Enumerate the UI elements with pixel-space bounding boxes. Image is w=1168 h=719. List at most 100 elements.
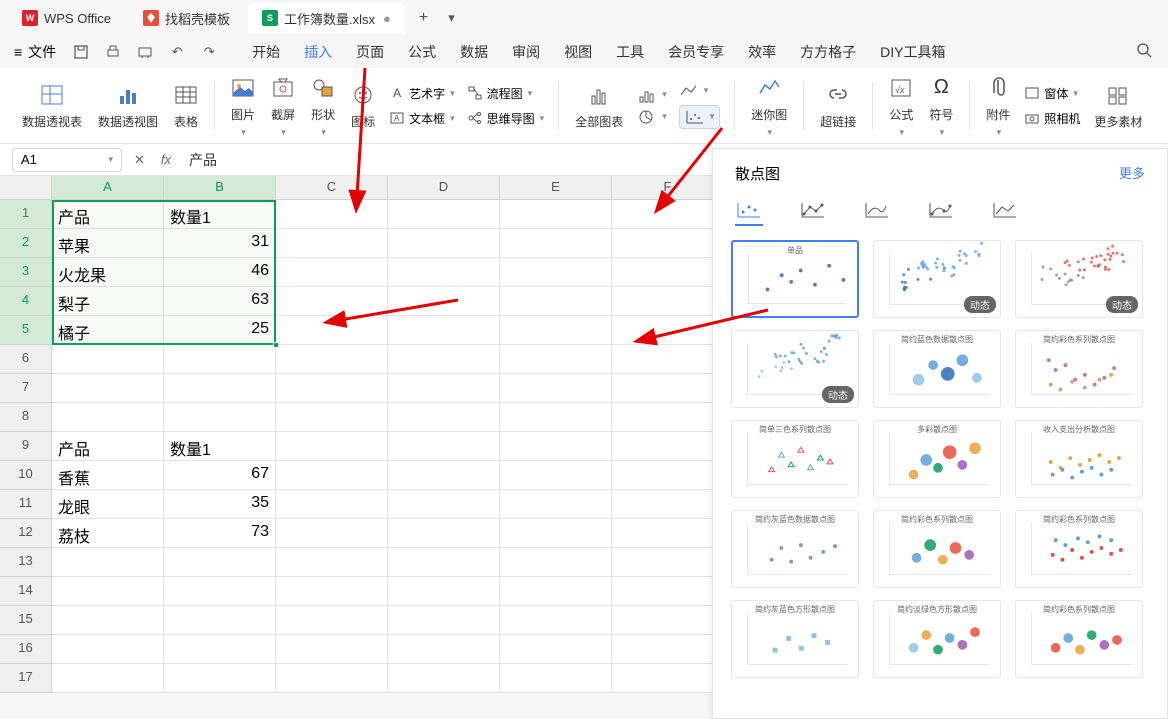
- rb-camera[interactable]: 照相机: [1024, 110, 1080, 127]
- row-header-14[interactable]: 14: [0, 577, 52, 606]
- fx-icon[interactable]: fx: [157, 152, 175, 167]
- menu-tab-0[interactable]: 开始: [252, 42, 280, 62]
- cell[interactable]: [276, 548, 388, 577]
- cell[interactable]: [500, 316, 612, 345]
- cell[interactable]: [612, 374, 724, 403]
- cell[interactable]: 龙眼: [52, 490, 164, 519]
- cell[interactable]: [612, 548, 724, 577]
- file-menu[interactable]: ≡ 文件: [14, 42, 56, 62]
- template-3-0[interactable]: 简约灰蓝色数据散点图: [731, 510, 859, 588]
- cell[interactable]: [612, 490, 724, 519]
- cell[interactable]: 火龙果: [52, 258, 164, 287]
- menu-tab-7[interactable]: 工具: [616, 42, 644, 62]
- row-header-2[interactable]: 2: [0, 229, 52, 258]
- menu-tab-4[interactable]: 数据: [460, 42, 488, 62]
- col-header-C[interactable]: C: [276, 176, 388, 200]
- scatter-style-1[interactable]: [735, 200, 763, 220]
- cell[interactable]: [276, 403, 388, 432]
- cell[interactable]: [388, 635, 500, 664]
- cell[interactable]: [612, 229, 724, 258]
- cell[interactable]: 73: [164, 519, 276, 548]
- template-0-1[interactable]: 动态: [873, 240, 1001, 318]
- cell[interactable]: [164, 635, 276, 664]
- cell[interactable]: [276, 287, 388, 316]
- cell[interactable]: [276, 432, 388, 461]
- template-4-0[interactable]: 简约灰蓝色方形散点图: [731, 600, 859, 678]
- cell[interactable]: [276, 490, 388, 519]
- rb-line-dd[interactable]: ▾: [679, 83, 721, 99]
- print-icon[interactable]: [104, 43, 122, 61]
- cell[interactable]: [388, 345, 500, 374]
- search-icon[interactable]: [1136, 42, 1154, 63]
- row-header-12[interactable]: 12: [0, 519, 52, 548]
- cell[interactable]: [388, 229, 500, 258]
- cell[interactable]: [276, 519, 388, 548]
- template-1-0[interactable]: 动态: [731, 330, 859, 408]
- template-3-1[interactable]: 简约彩色系列散点图: [873, 510, 1001, 588]
- template-4-2[interactable]: 简约彩色系列散点图: [1015, 600, 1143, 678]
- cell[interactable]: [164, 345, 276, 374]
- cell[interactable]: [612, 461, 724, 490]
- rb-wordart[interactable]: A艺术字▾: [389, 85, 455, 102]
- cell[interactable]: [612, 664, 724, 693]
- cell[interactable]: [500, 461, 612, 490]
- rb-bar-dd[interactable]: ▾: [637, 87, 667, 103]
- cell[interactable]: [500, 490, 612, 519]
- menu-tab-10[interactable]: 方方格子: [800, 42, 856, 62]
- cell[interactable]: [500, 432, 612, 461]
- menu-tab-6[interactable]: 视图: [564, 42, 592, 62]
- row-header-4[interactable]: 4: [0, 287, 52, 316]
- menu-tab-9[interactable]: 效率: [748, 42, 776, 62]
- panel-more[interactable]: 更多: [1119, 163, 1145, 184]
- cell[interactable]: [500, 258, 612, 287]
- menu-tab-1[interactable]: 插入: [304, 42, 332, 62]
- selection-handle[interactable]: [273, 342, 279, 348]
- cell[interactable]: [612, 258, 724, 287]
- cell[interactable]: [52, 664, 164, 693]
- cell[interactable]: [500, 374, 612, 403]
- rb-pie-dd[interactable]: ▾: [637, 109, 667, 125]
- cell[interactable]: [164, 403, 276, 432]
- col-header-F[interactable]: F: [612, 176, 724, 200]
- scatter-style-5[interactable]: [991, 200, 1019, 220]
- cell[interactable]: 产品: [52, 200, 164, 229]
- cell[interactable]: [388, 519, 500, 548]
- save-icon[interactable]: [72, 43, 90, 61]
- cell[interactable]: [276, 635, 388, 664]
- template-0-0[interactable]: 单品: [731, 240, 859, 318]
- col-header-D[interactable]: D: [388, 176, 500, 200]
- cell[interactable]: [500, 635, 612, 664]
- cell[interactable]: [52, 374, 164, 403]
- cell[interactable]: [612, 403, 724, 432]
- rb-textbox[interactable]: A文本框▾: [389, 110, 455, 127]
- name-box[interactable]: A1 ▾: [12, 148, 122, 172]
- rb-icons[interactable]: 图标: [345, 81, 381, 130]
- row-header-16[interactable]: 16: [0, 635, 52, 664]
- cell[interactable]: [388, 461, 500, 490]
- scatter-style-2[interactable]: [799, 200, 827, 220]
- redo-icon[interactable]: ↷: [200, 43, 218, 61]
- cell[interactable]: [500, 577, 612, 606]
- cell[interactable]: [164, 374, 276, 403]
- tab-menu[interactable]: ▾: [438, 6, 465, 30]
- cell[interactable]: [276, 258, 388, 287]
- rb-flowchart[interactable]: 流程图▾: [467, 85, 545, 102]
- cell[interactable]: [500, 403, 612, 432]
- cell[interactable]: 苹果: [52, 229, 164, 258]
- cell[interactable]: 46: [164, 258, 276, 287]
- cell[interactable]: [388, 664, 500, 693]
- cell[interactable]: [612, 635, 724, 664]
- row-header-1[interactable]: 1: [0, 200, 52, 229]
- rb-attachment[interactable]: 附件▾: [980, 74, 1016, 138]
- print2-icon[interactable]: [136, 43, 154, 61]
- tab-file[interactable]: S 工作簿数量.xlsx ●: [248, 3, 405, 34]
- template-1-1[interactable]: 简约蓝色数据散点图: [873, 330, 1001, 408]
- cell[interactable]: 25: [164, 316, 276, 345]
- template-1-2[interactable]: 简约彩色系列散点图: [1015, 330, 1143, 408]
- formula-input[interactable]: 产品: [189, 150, 217, 170]
- rb-formula[interactable]: √x公式▾: [883, 74, 919, 138]
- cell[interactable]: [388, 258, 500, 287]
- menu-tab-8[interactable]: 会员专享: [668, 42, 724, 62]
- cell[interactable]: [164, 664, 276, 693]
- cell[interactable]: [388, 374, 500, 403]
